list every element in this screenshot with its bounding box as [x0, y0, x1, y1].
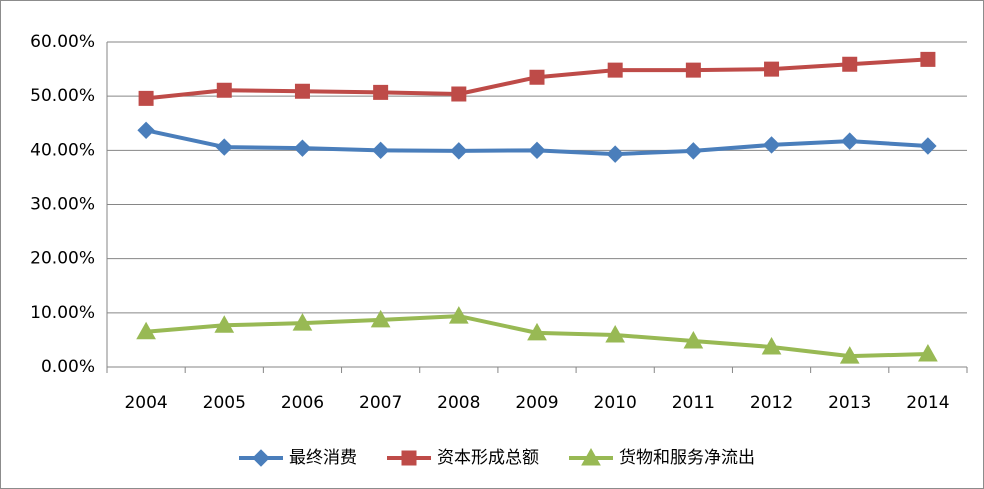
marker — [292, 313, 313, 331]
x-tick-label: 2007 — [359, 393, 402, 413]
marker — [606, 145, 624, 163]
y-tick-label: 40.00% — [30, 140, 95, 160]
marker — [370, 309, 391, 328]
marker — [605, 325, 626, 343]
x-tick-label: 2013 — [828, 393, 871, 413]
x-tick-label: 2011 — [672, 393, 715, 413]
x-tick-label: 2010 — [594, 393, 637, 413]
marker — [450, 142, 468, 160]
x-tick-label: 2004 — [124, 393, 167, 413]
marker — [918, 343, 938, 362]
y-tick-label: 20.00% — [30, 249, 95, 269]
marker — [920, 51, 936, 67]
marker — [527, 322, 547, 341]
marker — [138, 90, 154, 106]
marker — [293, 139, 312, 157]
legend-label: 货物和服务净流出 — [619, 448, 755, 468]
marker — [252, 449, 270, 467]
x-tick-label: 2009 — [515, 393, 558, 413]
marker — [215, 138, 233, 156]
y-tick-label: 10.00% — [30, 303, 95, 323]
marker — [528, 141, 546, 160]
x-tick-label: 2006 — [281, 393, 324, 413]
marker — [839, 346, 860, 364]
marker — [529, 69, 545, 85]
y-tick-label: 30.00% — [30, 195, 95, 215]
marker — [683, 330, 704, 349]
marker — [841, 132, 859, 150]
x-tick-label: 2012 — [750, 393, 793, 413]
marker — [761, 336, 782, 355]
marker — [294, 83, 310, 99]
y-tick-label: 60.00% — [30, 32, 95, 52]
marker — [136, 321, 156, 340]
marker — [137, 121, 155, 139]
marker — [581, 447, 601, 466]
marker — [762, 136, 781, 154]
x-tick-label: 2005 — [203, 393, 246, 413]
marker — [401, 450, 417, 466]
legend-label: 最终消费 — [289, 448, 357, 468]
marker — [448, 306, 469, 324]
marker — [214, 315, 235, 333]
marker — [373, 84, 389, 100]
marker — [842, 56, 858, 72]
marker — [685, 62, 701, 78]
marker — [607, 62, 623, 78]
x-tick-label: 2014 — [906, 393, 949, 413]
marker — [216, 82, 232, 98]
y-tick-label: 0.00% — [41, 357, 95, 377]
x-tick-label: 2008 — [437, 393, 480, 413]
marker — [764, 61, 780, 77]
legend-label: 资本形成总额 — [437, 448, 539, 468]
marker — [919, 137, 937, 155]
marker — [451, 86, 467, 102]
marker — [684, 142, 703, 160]
y-tick-label: 50.00% — [30, 86, 95, 106]
marker — [371, 141, 390, 160]
